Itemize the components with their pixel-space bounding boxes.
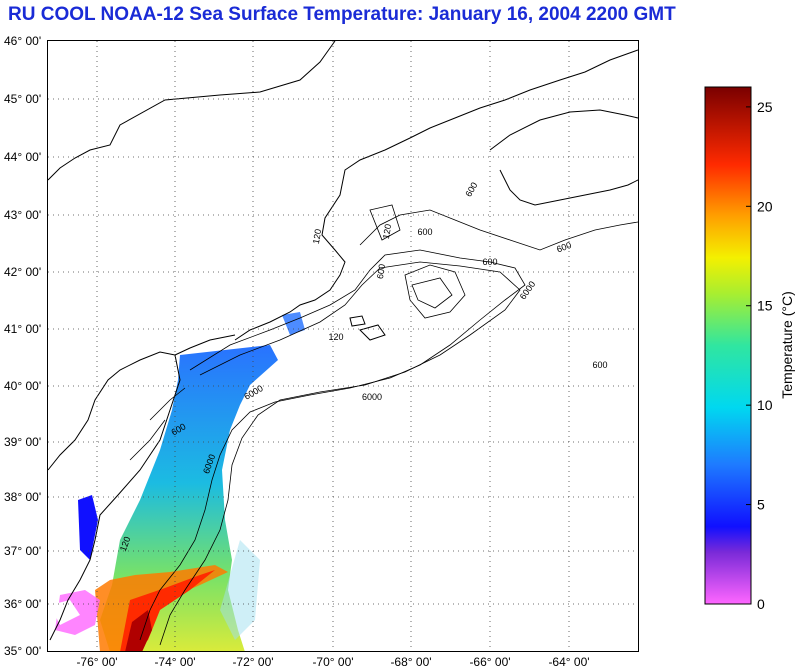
lat-label: 45° 00' <box>4 92 41 106</box>
contour-label: 600 <box>555 240 573 255</box>
contour-label: 120 <box>118 535 133 553</box>
sst-data-swath <box>50 312 305 651</box>
contour-label: 600 <box>592 360 607 370</box>
contour-label: 600 <box>417 227 432 237</box>
contour-label: 120 <box>381 223 393 240</box>
colorbar-tick-label: 5 <box>757 497 765 513</box>
contour-label: 120 <box>311 228 323 245</box>
lon-label: -76° 00' <box>76 655 117 669</box>
colorbar-tick-label: 25 <box>757 99 773 115</box>
lat-label: 39° 00' <box>4 435 41 449</box>
lat-label: 41° 00' <box>4 322 41 336</box>
lat-label: 36° 00' <box>4 597 41 611</box>
longitude-labels: -76° 00' -74° 00' -72° 00' -70° 00' -68° 00'… <box>76 655 589 669</box>
depth-contours <box>129 204 638 646</box>
colorbar-tick-label: 15 <box>757 298 773 314</box>
lat-label: 40° 00' <box>4 379 41 393</box>
lon-label: -66° 00' <box>469 655 510 669</box>
latitude-labels: 46° 00' 45° 00' 44° 00' 43° 00' 42° 00' 41° 0… <box>4 34 41 658</box>
lon-label: -72° 00' <box>232 655 273 669</box>
lon-label: -74° 00' <box>154 655 195 669</box>
colorbar-title: Temperature (°C) <box>779 291 795 399</box>
colorbar: 0 5 10 15 20 25 Temperature (°C) <box>704 86 795 612</box>
lat-label: 44° 00' <box>4 150 41 164</box>
lat-label: 46° 00' <box>4 34 41 48</box>
graticule <box>48 41 638 651</box>
lon-label: -70° 00' <box>312 655 353 669</box>
colorbar-tick-label: 10 <box>757 397 773 413</box>
map-title: RU COOL NOAA-12 Sea Surface Temperature:… <box>8 4 676 25</box>
lon-label: -68° 00' <box>390 655 431 669</box>
coastline <box>48 41 638 641</box>
colorbar-gradient <box>704 86 752 605</box>
contour-label: 600 <box>375 263 387 280</box>
lon-label: -64° 00' <box>548 655 589 669</box>
colorbar-tick-label: 0 <box>757 596 765 612</box>
colorbar-ticks: 0 5 10 15 20 25 <box>746 99 773 612</box>
lat-label: 38° 00' <box>4 490 41 504</box>
contour-label: 6000 <box>362 392 382 402</box>
lat-label: 37° 00' <box>4 544 41 558</box>
contour-label: 120 <box>328 332 343 342</box>
colorbar-tick-label: 20 <box>757 198 773 214</box>
contour-label: 600 <box>482 257 497 267</box>
lat-label: 35° 00' <box>4 644 41 658</box>
lat-label: 43° 00' <box>4 208 41 222</box>
lat-label: 42° 00' <box>4 265 41 279</box>
